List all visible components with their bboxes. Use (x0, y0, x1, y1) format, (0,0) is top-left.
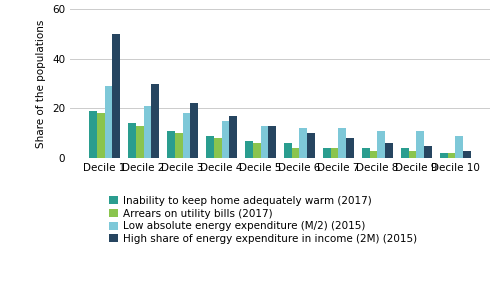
Bar (182, 113, 190, 158)
Bar (408, 151, 416, 158)
Bar (112, 34, 120, 158)
Bar (401, 148, 408, 158)
Bar (292, 148, 300, 158)
Legend: Inability to keep home adequately warm (2017), Arrears on utility bills (2017), : Inability to keep home adequately warm (… (109, 196, 418, 244)
Bar (330, 148, 338, 158)
Bar (152, 84, 159, 158)
Bar (245, 141, 252, 158)
Bar (206, 136, 214, 158)
Y-axis label: Share of the populations: Share of the populations (36, 19, 46, 148)
Bar (175, 133, 182, 158)
Bar (424, 146, 432, 158)
Bar (214, 138, 222, 158)
Bar (385, 143, 393, 158)
Bar (323, 148, 330, 158)
Bar (190, 103, 198, 158)
Bar (284, 143, 292, 158)
Bar (370, 151, 378, 158)
Bar (144, 106, 152, 158)
Bar (346, 138, 354, 158)
Bar (252, 143, 260, 158)
Bar (300, 128, 308, 158)
Bar (378, 131, 385, 158)
Bar (222, 121, 230, 158)
Bar (97, 113, 104, 158)
Bar (448, 153, 456, 158)
Bar (104, 86, 112, 158)
Bar (308, 133, 315, 158)
Bar (456, 136, 463, 158)
Bar (268, 126, 276, 158)
Bar (230, 116, 237, 158)
Bar (167, 131, 175, 158)
Bar (128, 123, 136, 158)
Bar (89, 111, 97, 158)
Bar (416, 131, 424, 158)
Bar (136, 126, 143, 158)
Bar (338, 128, 346, 158)
Bar (463, 151, 471, 158)
Bar (440, 153, 448, 158)
Bar (260, 126, 268, 158)
Bar (362, 148, 370, 158)
